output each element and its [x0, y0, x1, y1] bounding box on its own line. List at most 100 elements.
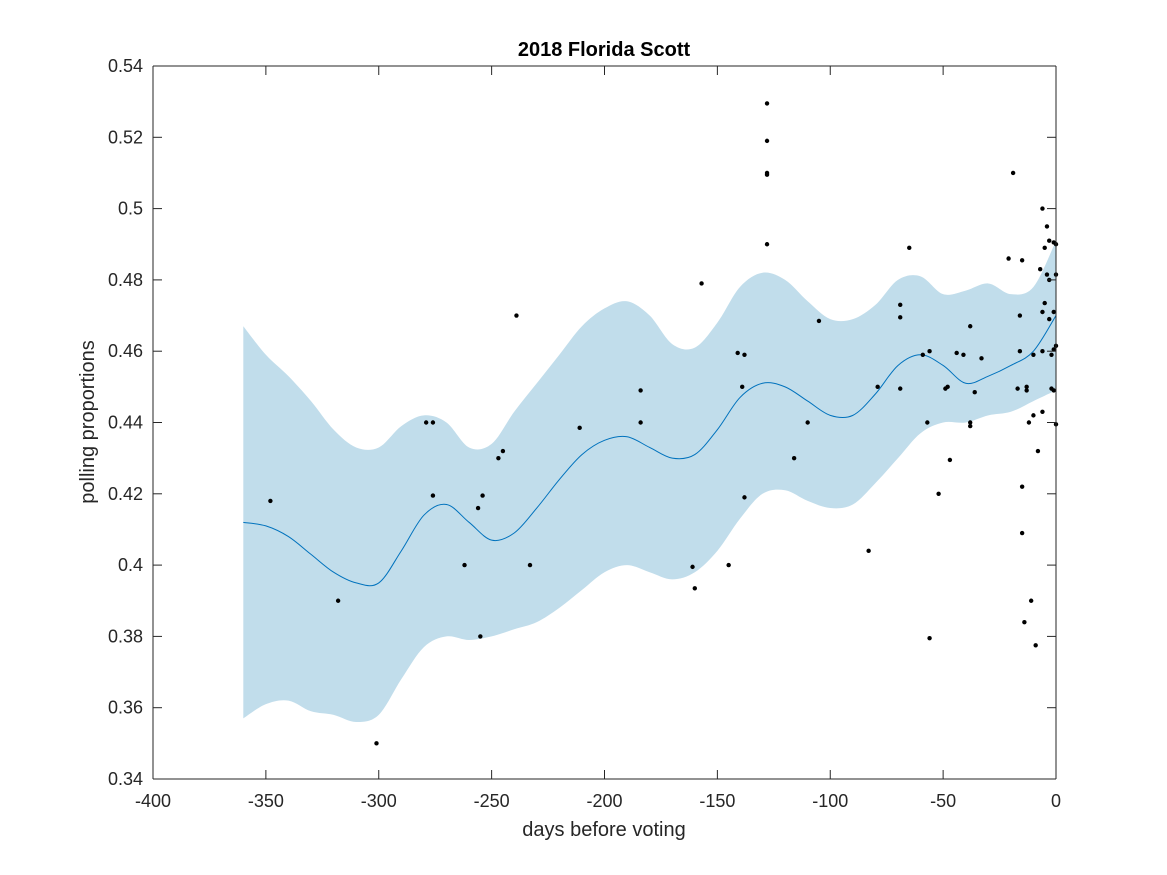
poll-point — [791, 455, 797, 461]
x-tick-label: -100 — [812, 791, 848, 811]
plot-area — [243, 101, 1059, 746]
poll-point — [638, 388, 643, 393]
poll-point — [742, 352, 747, 357]
poll-point — [961, 352, 966, 357]
poll-point — [1026, 420, 1032, 425]
poll-point — [968, 423, 973, 429]
poll-point — [1015, 386, 1020, 391]
y-tick-label: 0.52 — [108, 127, 143, 147]
poll-point — [816, 318, 822, 324]
poll-point — [1042, 245, 1047, 251]
poll-point — [1049, 352, 1054, 357]
y-tick-label: 0.44 — [108, 413, 143, 433]
poll-point — [1019, 258, 1025, 263]
chart-title: 2018 Florida Scott — [518, 39, 691, 61]
poll-point — [527, 562, 533, 568]
poll-point — [374, 741, 379, 746]
poll-point — [699, 281, 704, 286]
poll-point — [692, 586, 697, 591]
y-tick-label: 0.5 — [118, 199, 143, 219]
poll-point — [1035, 448, 1041, 454]
poll-point — [1038, 267, 1043, 272]
poll-point — [430, 420, 436, 425]
poll-point — [735, 350, 740, 356]
y-tick-label: 0.36 — [108, 698, 143, 718]
y-tick-label: 0.4 — [118, 555, 143, 575]
poll-point — [764, 138, 770, 144]
x-axis-label: days before voting — [522, 819, 685, 841]
poll-point — [954, 350, 959, 356]
poll-point — [875, 384, 880, 390]
poll-point — [968, 420, 973, 425]
poll-point — [1019, 484, 1025, 489]
x-tick-label: -250 — [474, 791, 510, 811]
poll-point — [475, 505, 481, 511]
poll-point — [1040, 409, 1045, 415]
poll-point — [1040, 309, 1045, 315]
confidence-band — [243, 240, 1057, 722]
poll-point — [925, 420, 930, 425]
x-tick-label: -50 — [930, 791, 956, 811]
y-tick-label: 0.48 — [108, 270, 143, 290]
poll-point — [972, 390, 977, 395]
poll-point — [740, 384, 745, 390]
x-tick-label: -200 — [586, 791, 622, 811]
poll-point — [1024, 388, 1029, 393]
poll-point — [1051, 347, 1056, 352]
poll-point — [638, 420, 643, 425]
x-tick-label: -350 — [248, 791, 284, 811]
poll-point — [1031, 352, 1036, 357]
poll-point — [462, 562, 467, 568]
poll-point — [927, 635, 932, 641]
poll-point — [1024, 384, 1029, 390]
y-tick-label: 0.34 — [108, 769, 143, 789]
poll-point — [478, 634, 483, 639]
poll-point — [1019, 530, 1025, 536]
x-tick-label: -400 — [135, 791, 171, 811]
poll-point — [1047, 238, 1052, 243]
poll-point — [898, 315, 903, 320]
poll-point — [742, 495, 747, 500]
poll-point — [690, 564, 695, 570]
poll-point — [268, 498, 273, 504]
y-tick-label: 0.54 — [108, 56, 143, 76]
poll-point — [866, 548, 871, 554]
y-tick-label: 0.46 — [108, 341, 143, 361]
poll-point — [1017, 349, 1023, 354]
poll-point — [1044, 224, 1050, 229]
axes: -400 -350 -300 -250 -200 -150 -100 -50 0 0.34 0.36… — [108, 56, 1061, 811]
poll-point — [927, 349, 932, 354]
poll-point — [898, 302, 903, 308]
poll-point — [1040, 349, 1045, 354]
poll-point — [1051, 309, 1056, 315]
poll-point — [1028, 598, 1034, 603]
poll-point — [907, 245, 912, 251]
poll-point — [947, 457, 953, 463]
poll-point — [979, 356, 984, 361]
poll-point — [805, 420, 810, 425]
poll-point — [1051, 388, 1056, 393]
poll-point — [1006, 256, 1011, 261]
poll-point — [1022, 619, 1027, 625]
poll-point — [1010, 170, 1016, 176]
poll-point — [764, 242, 770, 247]
poll-point — [945, 384, 950, 390]
y-axis-label: polling proportions — [77, 340, 99, 503]
poll-point — [726, 562, 731, 568]
mean-trend-line — [243, 315, 1057, 587]
y-tick-label: 0.42 — [108, 484, 143, 504]
poll-point — [430, 493, 436, 498]
poll-point — [1044, 272, 1050, 277]
poll-point — [1047, 316, 1052, 322]
poll-point — [496, 455, 501, 461]
poll-point — [1040, 206, 1045, 211]
poll-point — [1017, 313, 1023, 318]
poll-point — [423, 420, 429, 425]
poll-point — [764, 170, 770, 176]
x-tick-label: -300 — [361, 791, 397, 811]
poll-point — [1042, 300, 1047, 306]
poll-point — [335, 598, 341, 603]
poll-point — [764, 101, 770, 106]
poll-point — [968, 324, 973, 329]
